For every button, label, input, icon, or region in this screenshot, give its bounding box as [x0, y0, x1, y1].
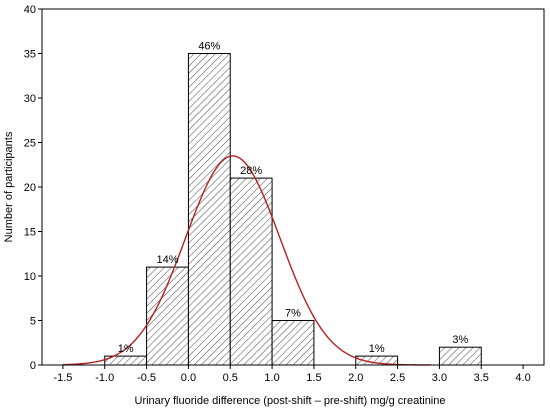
x-tick-label: 0.5 [223, 372, 238, 384]
y-tick-label: 30 [24, 93, 36, 105]
normal-distribution-curve [62, 155, 432, 366]
bar-percent-label: 1% [369, 343, 385, 355]
histogram-bar [229, 177, 273, 366]
y-tick-label: 15 [24, 227, 36, 239]
bar-percent-label: 1% [118, 343, 134, 355]
x-tick-label: 2.5 [390, 372, 405, 384]
axes-layer: 0 5 10 15 20 25 30 35 40 -1.5 -1.0 -0.5 0.0 0.5 1.0 1.5… [24, 4, 545, 384]
bars-layer [104, 53, 482, 366]
histogram-bar [271, 320, 315, 366]
bar-percent-label: 28% [240, 165, 262, 177]
x-tick-label: 2.0 [348, 372, 363, 384]
x-tick-label: -1.5 [53, 372, 72, 384]
x-tick-label: 0.0 [181, 372, 196, 384]
labels-layer: 1% 14% 46% 28% 7% 1% 3% [118, 41, 469, 356]
y-tick-label: 20 [24, 182, 36, 194]
x-tick-label: 3.5 [474, 372, 489, 384]
bar-percent-label: 3% [452, 334, 468, 346]
bar-percent-label: 7% [285, 308, 301, 320]
x-tick-label: 4.0 [515, 372, 530, 384]
y-tick-label: 35 [24, 49, 36, 61]
y-axis-title: Number of participants [3, 131, 15, 242]
histogram-bar [438, 346, 482, 366]
x-tick-label: -0.5 [137, 372, 156, 384]
x-tick-label: 3.0 [432, 372, 447, 384]
y-tick-label: 10 [24, 271, 36, 283]
curve-layer [62, 155, 432, 366]
x-tick-label: 1.5 [306, 372, 321, 384]
bar-percent-label: 46% [198, 41, 220, 53]
x-tick-label: -1.0 [95, 372, 114, 384]
x-axis-title: Urinary fluoride difference (post-shift … [135, 395, 446, 407]
histogram-bar [187, 53, 231, 366]
y-tick-label: 5 [30, 316, 36, 328]
y-tick-label: 25 [24, 138, 36, 150]
bar-percent-label: 14% [156, 254, 178, 266]
y-tick-label: 0 [30, 360, 36, 372]
y-tick-label: 40 [24, 4, 36, 16]
x-tick-label: 1.0 [264, 372, 279, 384]
